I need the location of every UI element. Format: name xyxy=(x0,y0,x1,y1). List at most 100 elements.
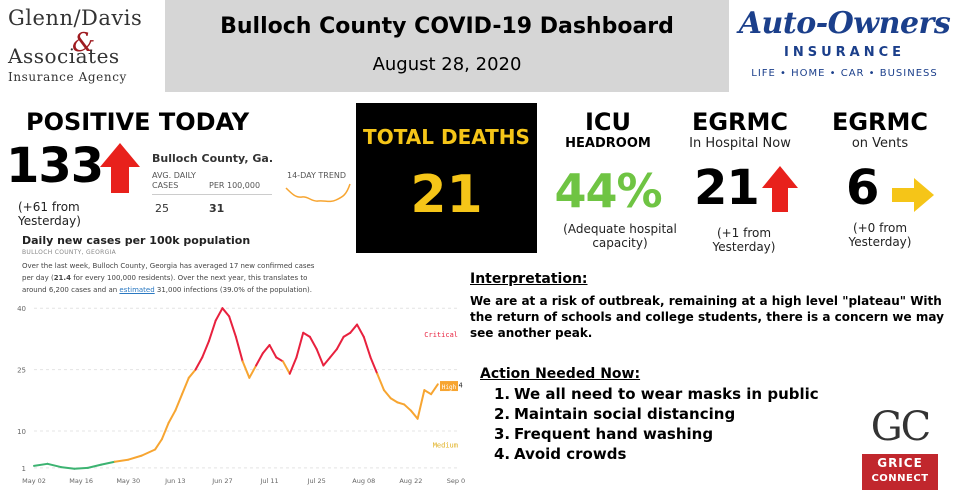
desc-text-1: Over the last week, Bulloch County, Geor… xyxy=(22,262,315,282)
dashboard-date: August 28, 2020 xyxy=(372,54,522,75)
chart-subtitle: BULLOCH COUNTY, GEORGIA xyxy=(22,249,117,256)
total-deaths-panel: TOTAL DEATHS 21 xyxy=(356,103,537,253)
line-segment xyxy=(322,356,332,367)
line-segment xyxy=(403,403,412,412)
line-segment xyxy=(113,458,130,463)
positive-today-value: 133 xyxy=(6,138,104,194)
line-segment xyxy=(214,307,224,322)
county-name: Bulloch County, Ga. xyxy=(152,152,273,165)
line-segment xyxy=(100,460,116,466)
per-100k-value: 31 xyxy=(209,202,225,215)
per-100k-header: PER 100,000 xyxy=(209,181,261,190)
desc-text-2: for every 100,000 residents). Over the n… xyxy=(22,274,308,294)
grice-connect-logo: GC GRICE CONNECT xyxy=(860,404,940,492)
line-segment xyxy=(194,356,204,371)
action-text: We all need to wear masks in public xyxy=(514,385,819,403)
line-segment xyxy=(241,360,251,379)
chart-title: Daily new cases per 100k population xyxy=(22,234,251,247)
glenn-davis-logo: Glenn/Davis & Associates Insurance Agenc… xyxy=(0,0,165,92)
desc-text-3: 31,000 infections (39.0% of the populati… xyxy=(154,286,312,294)
y-tick-label: 40 xyxy=(17,305,26,313)
icu-subtitle: HEADROOM xyxy=(565,136,651,151)
interpretation-heading: Interpretation: xyxy=(470,271,588,287)
daily-cases-chart: 1 10 25 40 May 02 May 16 May 30 Jun 13 Jun 27 Jul… xyxy=(17,305,465,485)
egrmc-vents-subtitle: on Vents xyxy=(851,136,909,151)
line-segment xyxy=(396,401,406,406)
egrmc-hospital-title: EGRMC xyxy=(691,108,789,136)
arrow-up-icon xyxy=(762,166,798,212)
action-number: 3. xyxy=(494,425,511,443)
grice-logo-line2: CONNECT xyxy=(871,473,929,484)
action-number: 1. xyxy=(494,385,511,403)
line-segment xyxy=(154,438,163,451)
icu-value: 44% xyxy=(554,164,662,218)
egrmc-vents-value: 6 xyxy=(846,160,880,216)
grice-logo-band: GRICE CONNECT xyxy=(862,454,938,490)
logo-line-2: Associates xyxy=(8,44,120,68)
estimated-link[interactable]: estimated xyxy=(119,286,155,294)
high-label: High xyxy=(442,384,457,391)
auto-owners-name: Auto-Owners xyxy=(738,6,951,41)
line-segment xyxy=(228,315,237,338)
dashboard-title: Bulloch County COVID-19 Dashboard xyxy=(220,14,674,39)
line-segment xyxy=(389,397,399,404)
medium-label: Medium xyxy=(433,441,458,449)
avg-daily-cases-value: 25 xyxy=(155,202,169,215)
total-deaths-title: TOTAL DEATHS xyxy=(363,125,530,149)
line-segment xyxy=(349,323,359,334)
line-segment xyxy=(369,356,379,375)
x-tick-label: Jun 13 xyxy=(164,477,186,485)
line-segment xyxy=(423,389,433,396)
line-segment xyxy=(207,319,217,342)
x-tick-label: Jun 27 xyxy=(211,477,233,485)
trend-sparkline xyxy=(285,183,351,203)
arrow-right-icon xyxy=(892,178,936,212)
chart-description: Over the last week, Bulloch County, Geor… xyxy=(22,260,322,296)
action-text: Frequent hand washing xyxy=(514,425,714,443)
y-tick-label: 25 xyxy=(17,367,26,375)
line-segment xyxy=(356,323,365,338)
line-segment xyxy=(302,331,311,338)
y-tick-label: 1 xyxy=(22,465,26,473)
y-tick-label: 10 xyxy=(17,428,26,436)
action-item: 4. Avoid crowds xyxy=(494,444,819,464)
egrmc-vents-note: (+0 from Yesterday) xyxy=(848,221,912,249)
line-segment xyxy=(430,383,439,396)
action-list: 1. We all need to wear masks in public 2.… xyxy=(494,384,819,464)
line-segment xyxy=(86,463,103,469)
avg-daily-cases-header: AVG. DAILY CASES xyxy=(152,171,196,190)
line-segment xyxy=(416,389,426,420)
egrmc-hospital-note: (+1 from Yesterday) xyxy=(712,226,776,254)
dashboard-header: Bulloch County COVID-19 Dashboard August… xyxy=(165,0,729,92)
grice-logo-letters: GC xyxy=(870,404,932,450)
action-item: 1. We all need to wear masks in public xyxy=(494,384,819,404)
action-text: Maintain social distancing xyxy=(514,405,736,423)
line-segment xyxy=(59,466,76,470)
line-segment xyxy=(282,360,291,375)
action-number: 2. xyxy=(494,405,511,423)
line-segment xyxy=(167,409,177,424)
line-segment xyxy=(221,307,231,318)
logo-ampersand: & xyxy=(72,28,96,58)
x-tick-label: May 30 xyxy=(116,477,140,485)
positive-today-change: (+61 from Yesterday) xyxy=(18,200,81,228)
line-segment xyxy=(181,376,190,396)
interpretation-text: We are at a risk of outbreak, remaining … xyxy=(470,294,944,340)
line-segment xyxy=(187,368,197,379)
logo-line-1: Glenn/Davis xyxy=(8,6,143,30)
action-number: 4. xyxy=(494,445,511,463)
icu-title: ICU xyxy=(584,108,632,136)
grice-logo-line1: GRICE xyxy=(877,456,923,470)
x-tick-label: Aug 08 xyxy=(352,477,375,485)
line-segment xyxy=(362,335,372,359)
line-segment xyxy=(127,454,143,461)
line-segment xyxy=(308,335,318,351)
action-item: 2. Maintain social distancing xyxy=(494,404,819,424)
arrow-up-icon xyxy=(100,143,140,193)
x-tick-label: May 16 xyxy=(69,477,93,485)
icu-note: (Adequate hospital capacity) xyxy=(563,222,677,250)
x-tick-label: Jul 11 xyxy=(259,477,278,485)
line-segment xyxy=(315,348,325,367)
egrmc-vents-title: EGRMC xyxy=(831,108,929,136)
line-segment xyxy=(335,335,345,351)
